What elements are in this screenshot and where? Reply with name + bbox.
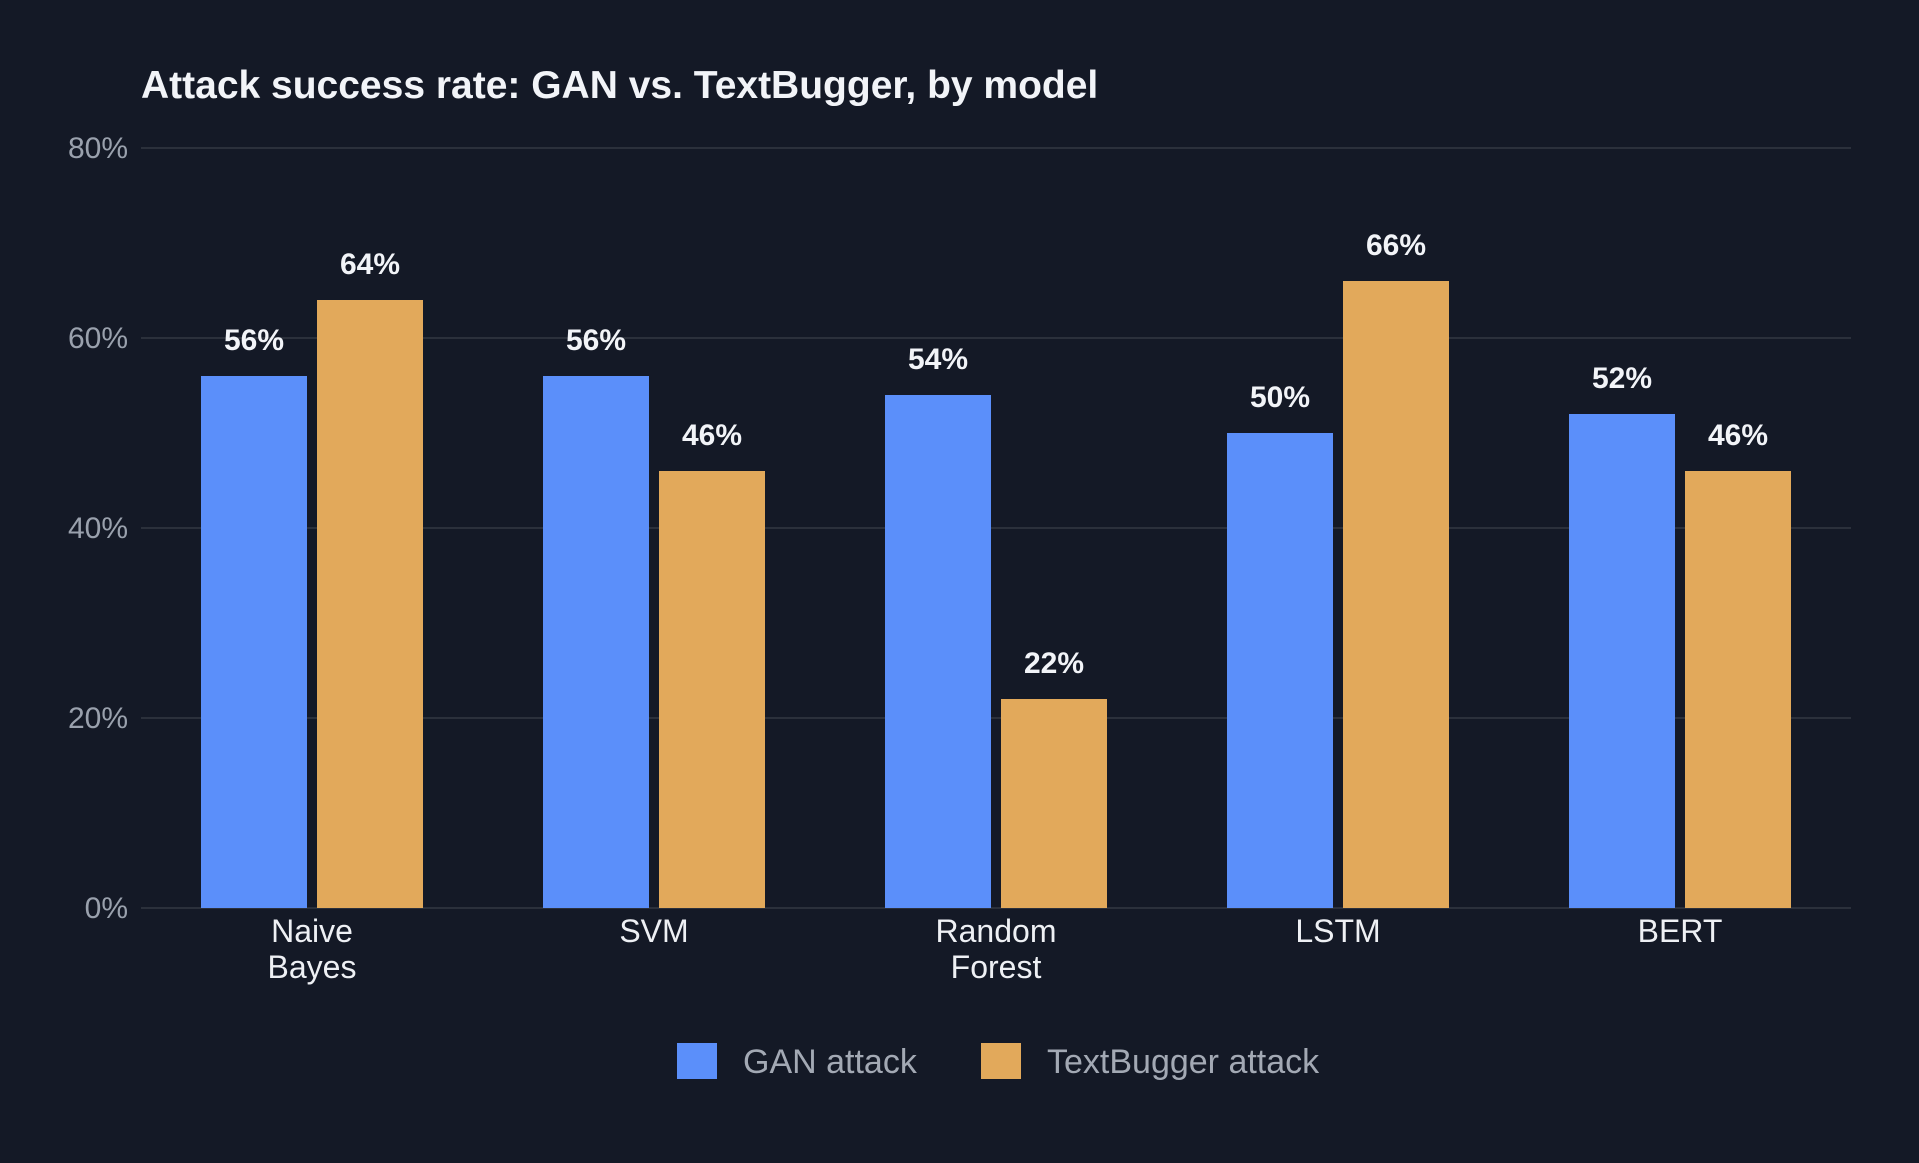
legend-label: TextBugger attack [1047, 1043, 1320, 1081]
bars [201, 281, 1791, 908]
x-tick-label: Naive Bayes [268, 913, 357, 985]
data-label: 56% [224, 324, 284, 357]
data-label: 54% [908, 343, 968, 376]
bar [317, 300, 423, 908]
data-label: 50% [1250, 381, 1310, 414]
x-tick-label: BERT [1638, 913, 1723, 949]
data-label: 56% [566, 324, 626, 357]
x-tick-label-line: Bayes [268, 949, 357, 985]
x-tick-label-line: SVM [619, 913, 688, 949]
x-tick-label: SVM [619, 913, 688, 949]
y-tick-label: 40% [68, 512, 128, 545]
data-label: 46% [1708, 419, 1768, 452]
bar [543, 376, 649, 908]
bar [1227, 433, 1333, 908]
data-label: 52% [1592, 362, 1652, 395]
legend-swatch [677, 1043, 717, 1079]
y-axis: 0% 20% 40% 60% 80% [68, 132, 128, 925]
x-tick-label-line: Forest [951, 949, 1042, 985]
legend-swatch [981, 1043, 1021, 1079]
x-tick-label: LSTM [1295, 913, 1380, 949]
x-tick-label-line: Random [936, 913, 1057, 949]
bar [1685, 471, 1791, 908]
x-tick-label-line: LSTM [1295, 913, 1380, 949]
legend: GAN attack TextBugger attack [677, 1043, 1320, 1081]
x-tick-label: Random Forest [936, 913, 1057, 985]
data-label: 22% [1024, 647, 1084, 680]
bar [1001, 699, 1107, 908]
x-tick-label-line: Naive [271, 913, 353, 949]
y-tick-label: 0% [85, 892, 128, 925]
data-label: 64% [340, 248, 400, 281]
legend-label: GAN attack [743, 1043, 918, 1081]
chart-title: Attack success rate: GAN vs. TextBugger,… [141, 64, 1098, 107]
bar [201, 376, 307, 908]
bar [659, 471, 765, 908]
bar [1343, 281, 1449, 908]
data-label: 46% [682, 419, 742, 452]
y-tick-label: 20% [68, 702, 128, 735]
x-axis: Naive Bayes SVM Random Forest LSTM BERT [268, 913, 1723, 985]
bar [1569, 414, 1675, 908]
gridlines [141, 147, 1851, 909]
data-label: 66% [1366, 229, 1426, 262]
y-tick-label: 60% [68, 322, 128, 355]
data-labels: 56% 64% 56% 46% 54% 22% 50% 66% 52% 46% [224, 229, 1768, 680]
x-tick-label-line: BERT [1638, 913, 1723, 949]
bar [885, 395, 991, 908]
y-tick-label: 80% [68, 132, 128, 165]
